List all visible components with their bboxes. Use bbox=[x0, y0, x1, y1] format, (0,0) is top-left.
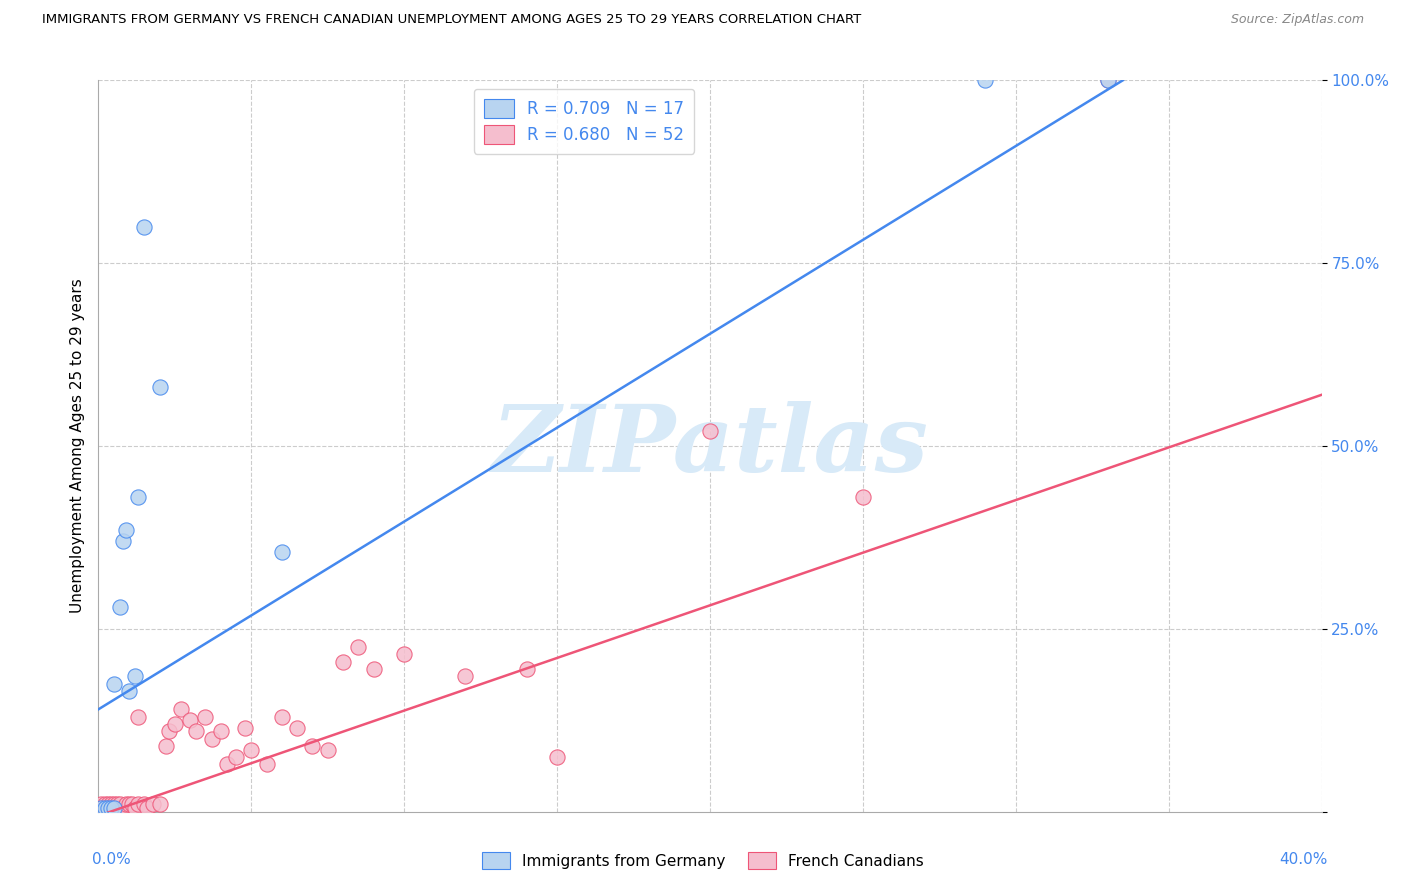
Point bbox=[136, 801, 159, 815]
Point bbox=[233, 721, 256, 735]
Point bbox=[105, 801, 128, 815]
Point bbox=[115, 797, 138, 812]
Point bbox=[163, 717, 186, 731]
Point bbox=[200, 731, 222, 746]
Point bbox=[93, 801, 115, 815]
Point bbox=[225, 749, 247, 764]
Text: 0.0%: 0.0% bbox=[93, 852, 131, 867]
Text: ZIPatlas: ZIPatlas bbox=[492, 401, 928, 491]
Point bbox=[108, 599, 131, 614]
Point bbox=[285, 721, 308, 735]
Point bbox=[516, 662, 538, 676]
Point bbox=[93, 797, 115, 812]
Point bbox=[124, 669, 146, 683]
Point bbox=[97, 797, 120, 812]
Text: IMMIGRANTS FROM GERMANY VS FRENCH CANADIAN UNEMPLOYMENT AMONG AGES 25 TO 29 YEAR: IMMIGRANTS FROM GERMANY VS FRENCH CANADI… bbox=[42, 13, 862, 27]
Point bbox=[100, 801, 122, 815]
Point bbox=[142, 797, 165, 812]
Y-axis label: Unemployment Among Ages 25 to 29 years: Unemployment Among Ages 25 to 29 years bbox=[69, 278, 84, 614]
Point bbox=[115, 523, 138, 537]
Point bbox=[209, 724, 232, 739]
Point bbox=[546, 749, 568, 764]
Point bbox=[155, 739, 177, 753]
Point bbox=[157, 724, 180, 739]
Point bbox=[149, 380, 172, 394]
Point bbox=[301, 739, 323, 753]
Point bbox=[118, 684, 141, 698]
Point bbox=[121, 797, 143, 812]
Point bbox=[332, 655, 354, 669]
Point bbox=[103, 801, 125, 815]
Point bbox=[90, 801, 112, 815]
Point bbox=[118, 797, 141, 812]
Point bbox=[454, 669, 477, 683]
Point bbox=[1097, 73, 1119, 87]
Point bbox=[215, 757, 238, 772]
Point bbox=[270, 709, 292, 723]
Point bbox=[103, 797, 125, 812]
Point bbox=[134, 797, 156, 812]
Point bbox=[127, 709, 149, 723]
Point bbox=[186, 724, 208, 739]
Point bbox=[270, 545, 292, 559]
Point bbox=[103, 801, 125, 815]
Point bbox=[363, 662, 385, 676]
Text: 40.0%: 40.0% bbox=[1279, 852, 1327, 867]
Point bbox=[170, 702, 193, 716]
Point bbox=[974, 73, 997, 87]
Point bbox=[124, 801, 146, 815]
Point bbox=[127, 797, 149, 812]
Point bbox=[852, 490, 875, 504]
Point bbox=[347, 640, 370, 655]
Point bbox=[1097, 73, 1119, 87]
Point bbox=[90, 797, 112, 812]
Point bbox=[111, 534, 134, 549]
Point bbox=[108, 797, 131, 812]
Point bbox=[97, 801, 120, 815]
Point bbox=[256, 757, 278, 772]
Point bbox=[100, 797, 122, 812]
Text: Source: ZipAtlas.com: Source: ZipAtlas.com bbox=[1230, 13, 1364, 27]
Point bbox=[103, 676, 125, 690]
Point bbox=[127, 490, 149, 504]
Point bbox=[392, 648, 416, 662]
Point bbox=[97, 801, 120, 815]
Point bbox=[134, 219, 156, 234]
Point bbox=[149, 797, 172, 812]
Point bbox=[93, 801, 115, 815]
Legend: Immigrants from Germany, French Canadians: Immigrants from Germany, French Canadian… bbox=[477, 846, 929, 875]
Legend: R = 0.709   N = 17, R = 0.680   N = 52: R = 0.709 N = 17, R = 0.680 N = 52 bbox=[474, 88, 695, 153]
Point bbox=[105, 797, 128, 812]
Point bbox=[179, 714, 201, 728]
Point bbox=[100, 801, 122, 815]
Point bbox=[699, 425, 721, 439]
Point bbox=[194, 709, 217, 723]
Point bbox=[90, 801, 112, 815]
Point bbox=[316, 742, 339, 756]
Point bbox=[240, 742, 263, 756]
Point bbox=[111, 801, 134, 815]
